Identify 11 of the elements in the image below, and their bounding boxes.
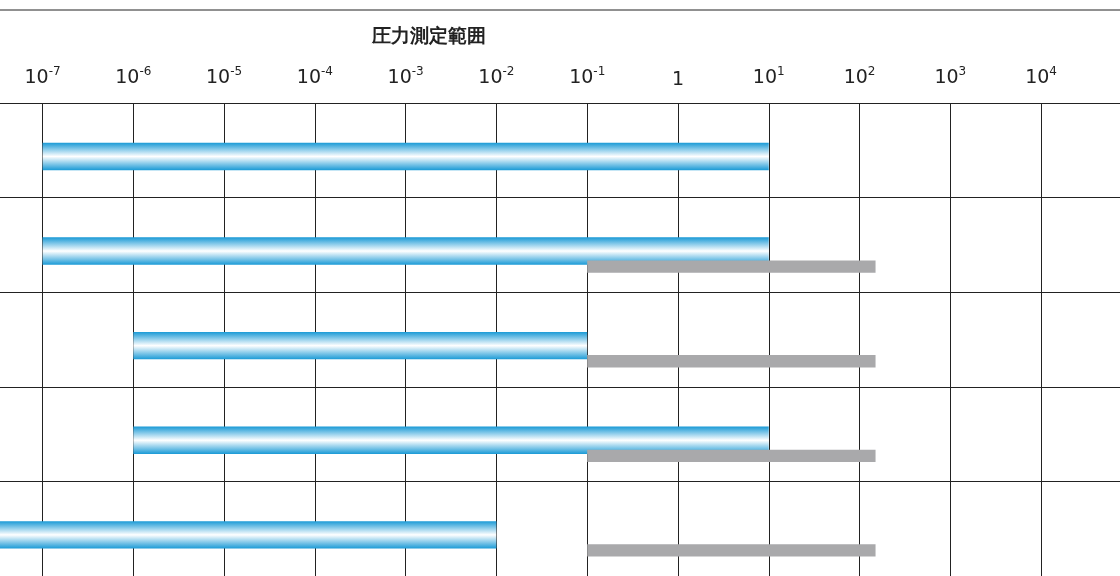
bar bbox=[587, 544, 876, 557]
chart-title: 圧力測定範囲 bbox=[371, 23, 486, 46]
bar bbox=[42, 142, 769, 171]
x-tick-label: 1 bbox=[671, 66, 685, 89]
bar bbox=[133, 331, 588, 360]
bar bbox=[133, 426, 769, 454]
bar bbox=[0, 521, 497, 549]
bar bbox=[587, 260, 876, 273]
bar bbox=[42, 237, 769, 265]
bar bbox=[587, 355, 876, 368]
bar bbox=[587, 449, 876, 463]
